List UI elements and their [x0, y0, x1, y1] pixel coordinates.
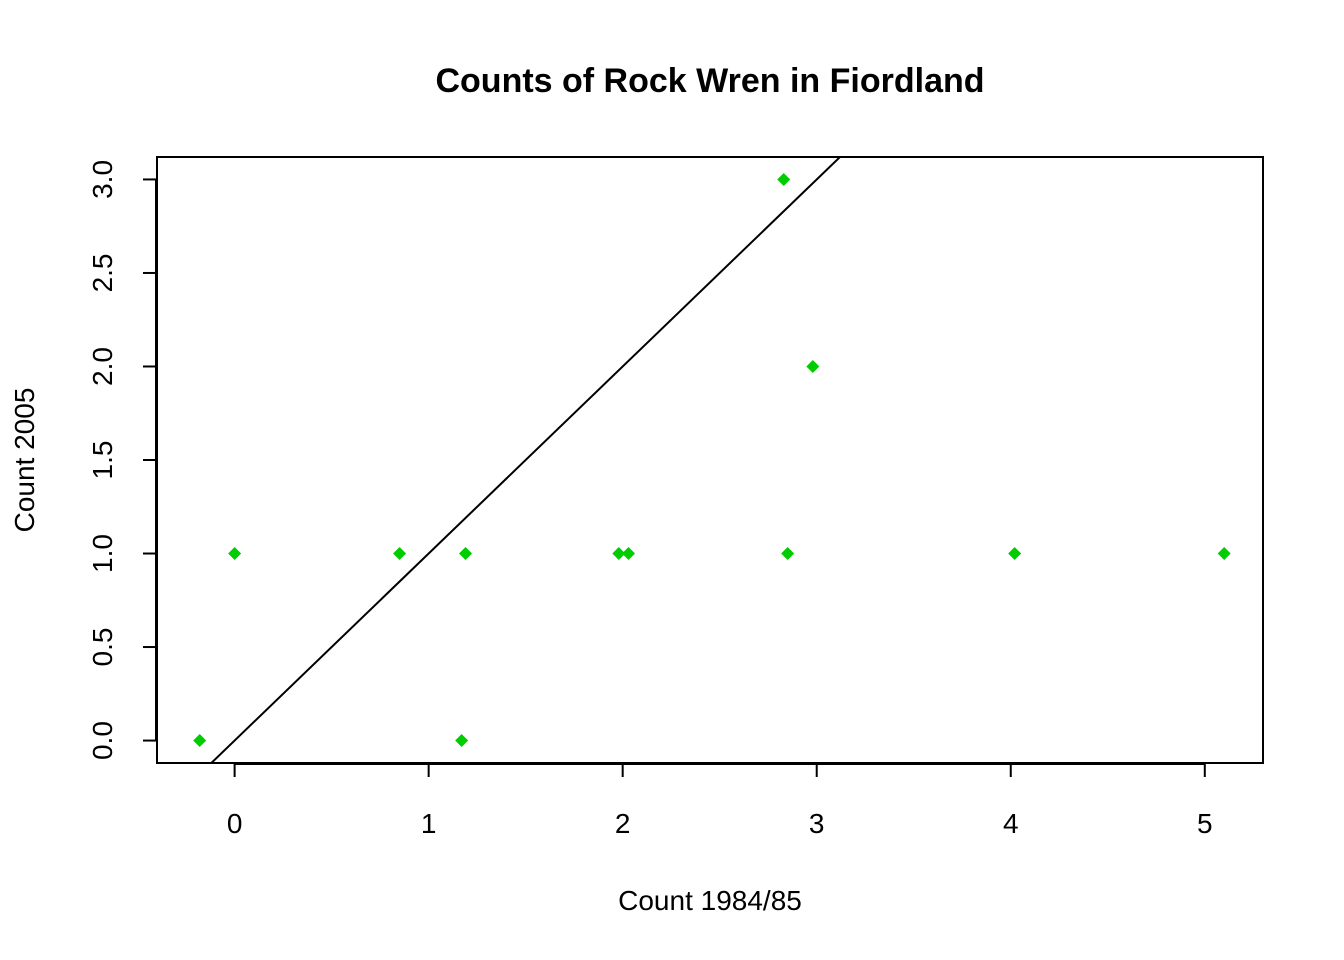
x-axis-label: Count 1984/85: [618, 885, 802, 916]
y-axis-label: Count 2005: [9, 388, 40, 533]
data-point: [1217, 547, 1231, 561]
data-point: [393, 547, 407, 561]
x-tick-label: 5: [1197, 808, 1213, 839]
y-tick-label: 0.5: [87, 628, 118, 667]
y-tick-label: 3.0: [87, 160, 118, 199]
data-point: [622, 547, 636, 561]
data-point: [781, 547, 795, 561]
x-axis: 0 1 2 3 4 5: [227, 763, 1213, 839]
data-points: [193, 172, 1231, 748]
data-point: [193, 734, 207, 748]
y-tick-label: 2.5: [87, 253, 118, 292]
x-tick-label: 4: [1003, 808, 1019, 839]
data-point: [1008, 547, 1022, 561]
data-point: [806, 359, 820, 373]
data-point: [777, 172, 791, 186]
y-axis: 0.0 0.5 1.0 1.5 2.0 2.5 3.0: [87, 160, 157, 760]
data-point: [459, 547, 473, 561]
y-tick-label: 0.0: [87, 721, 118, 760]
data-point: [228, 547, 242, 561]
chart-title: Counts of Rock Wren in Fiordland: [435, 62, 984, 100]
plot-frame: [156, 156, 1264, 764]
y-tick-label: 1.5: [87, 441, 118, 480]
data-point: [612, 547, 626, 561]
data-point: [455, 734, 469, 748]
y-tick-label: 2.0: [87, 347, 118, 386]
x-tick-label: 3: [809, 808, 825, 839]
x-tick-label: 2: [615, 808, 631, 839]
y-tick-label: 1.0: [87, 534, 118, 573]
x-tick-label: 0: [227, 808, 243, 839]
reference-line: [209, 157, 842, 763]
x-tick-label: 1: [421, 808, 437, 839]
